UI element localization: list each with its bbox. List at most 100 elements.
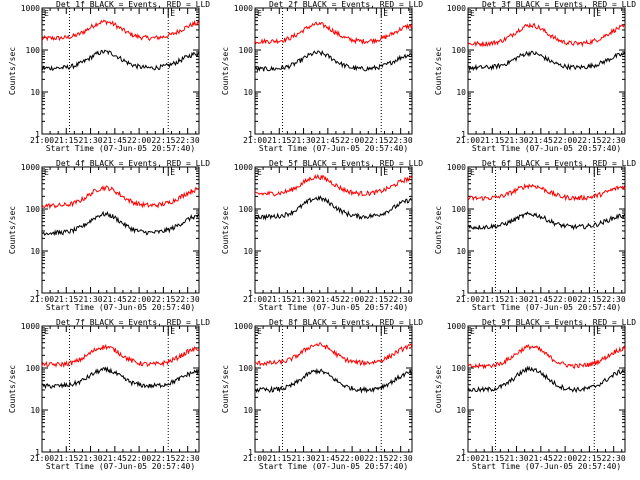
plot-frame (254, 325, 413, 453)
x-tick-label: 22:30 (389, 136, 413, 145)
y-tick-label: 1000 (447, 322, 466, 331)
x-tick-label: 22:00 (340, 295, 364, 304)
x-tick-label: 22:00 (340, 136, 364, 145)
x-tick-label: 21:45 (529, 454, 553, 463)
y-tick-label: 10 (243, 406, 253, 415)
y-tick-label: 1 (35, 130, 40, 139)
x-tick-label: 21:30 (79, 295, 103, 304)
x-tick-label: 21:00 (456, 136, 480, 145)
panel-title: Det 6f BLACK = Events, RED = LLD (482, 159, 636, 168)
y-tick-label: 1000 (234, 4, 253, 13)
x-tick-label: 22:30 (389, 295, 413, 304)
x-tick-label: 21:00 (243, 136, 267, 145)
x-tick-label: 22:30 (176, 295, 200, 304)
panel-title: Det 5f BLACK = Events, RED = LLD (269, 159, 423, 168)
x-tick-label: 21:15 (480, 295, 504, 304)
x-axis-label: Start Time (07-Jun-05 20:57:40) (259, 462, 408, 471)
y-tick-label: 10 (30, 88, 40, 97)
x-tick-label: 22:15 (151, 295, 175, 304)
panel-title: Det 2f BLACK = Events, RED = LLD (269, 0, 423, 9)
plot-frame (41, 325, 200, 453)
x-tick-label: 21:30 (505, 454, 529, 463)
x-axis-label: Start Time (07-Jun-05 20:57:40) (472, 144, 621, 153)
plot-frame (467, 325, 626, 453)
event-marker-label: E (257, 9, 262, 18)
event-marker-label: E (257, 168, 262, 177)
x-tick-label: 21:00 (243, 295, 267, 304)
x-tick-label: 21:45 (103, 454, 127, 463)
panel-title: Det 8f BLACK = Events, RED = LLD (269, 318, 423, 327)
events-series-line (41, 366, 200, 390)
y-tick-label: 1 (35, 289, 40, 298)
y-tick-label: 100 (452, 205, 467, 214)
x-tick-label: 21:00 (456, 295, 480, 304)
x-tick-label: 21:45 (529, 136, 553, 145)
x-tick-label: 22:00 (127, 136, 151, 145)
y-axis-label: Counts/sec (8, 206, 17, 254)
x-axis-label: Start Time (07-Jun-05 20:57:40) (46, 462, 195, 471)
detector-panel: Det 7f BLACK = Events, RED = LLD 1 10 100 10… (8, 318, 210, 471)
x-tick-label: 21:00 (243, 454, 267, 463)
x-tick-label: 21:15 (54, 136, 78, 145)
lld-series-line (254, 342, 413, 367)
event-marker-label: E (470, 9, 475, 18)
event-marker-label: E (383, 327, 388, 336)
x-tick-label: 22:00 (553, 136, 577, 145)
y-axis-label: Counts/sec (434, 365, 443, 413)
y-tick-label: 1000 (447, 4, 466, 13)
event-marker-label: E (383, 9, 388, 18)
x-tick-label: 21:00 (30, 295, 54, 304)
panel-title: Det 4f BLACK = Events, RED = LLD (56, 159, 210, 168)
y-tick-label: 1000 (21, 4, 40, 13)
events-series-line (467, 211, 626, 231)
lld-series-line (467, 22, 626, 48)
detector-panel: Det 8f BLACK = Events, RED = LLD 1 10 100 10… (221, 318, 423, 471)
x-tick-label: 21:15 (267, 136, 291, 145)
x-tick-label: 21:45 (316, 136, 340, 145)
lld-series-line (41, 343, 200, 368)
events-series-line (254, 49, 413, 72)
x-tick-label: 21:45 (316, 295, 340, 304)
x-tick-label: 21:30 (505, 136, 529, 145)
detector-panel: Det 5f BLACK = Events, RED = LLD 1 10 100 10… (221, 159, 423, 312)
panel-title: Det 7f BLACK = Events, RED = LLD (56, 318, 210, 327)
x-axis-label: Start Time (07-Jun-05 20:57:40) (259, 303, 408, 312)
detector-panel: Det 2f BLACK = Events, RED = LLD 1 10 100 10… (221, 0, 423, 153)
lld-series-line (41, 185, 200, 210)
event-marker-label: E (170, 168, 175, 177)
x-tick-label: 22:15 (364, 295, 388, 304)
event-marker-label: E (44, 327, 49, 336)
y-tick-label: 10 (30, 406, 40, 415)
y-tick-label: 1000 (234, 163, 253, 172)
y-tick-label: 1000 (21, 322, 40, 331)
y-tick-label: 10 (456, 406, 466, 415)
detector-panel: Det 1f BLACK = Events, RED = LLD 1 10 100 10… (8, 0, 210, 153)
detector-panel: Det 4f BLACK = Events, RED = LLD 1 10 100 10… (8, 159, 210, 312)
x-tick-label: 22:15 (364, 136, 388, 145)
x-tick-label: 21:45 (529, 295, 553, 304)
event-marker-label: E (596, 327, 601, 336)
y-tick-label: 10 (456, 88, 466, 97)
event-marker-label: E (44, 9, 49, 18)
y-tick-label: 1 (35, 448, 40, 457)
plot-frame (467, 7, 626, 135)
x-tick-label: 22:15 (364, 454, 388, 463)
x-tick-label: 21:15 (54, 454, 78, 463)
y-tick-label: 1 (248, 289, 253, 298)
x-tick-label: 22:30 (176, 136, 200, 145)
lld-series-line (467, 343, 626, 370)
x-tick-label: 22:15 (577, 136, 601, 145)
x-tick-label: 22:15 (577, 454, 601, 463)
x-tick-label: 21:45 (316, 454, 340, 463)
x-tick-label: 21:45 (103, 295, 127, 304)
detector-panel: Det 6f BLACK = Events, RED = LLD 1 10 100 10… (434, 159, 636, 312)
x-tick-label: 22:30 (602, 454, 626, 463)
y-tick-label: 100 (26, 46, 41, 55)
x-tick-label: 22:30 (389, 454, 413, 463)
y-tick-label: 10 (243, 247, 253, 256)
x-tick-label: 22:30 (602, 295, 626, 304)
event-marker-label: E (596, 9, 601, 18)
lld-series-line (254, 173, 413, 197)
y-tick-label: 1 (461, 130, 466, 139)
